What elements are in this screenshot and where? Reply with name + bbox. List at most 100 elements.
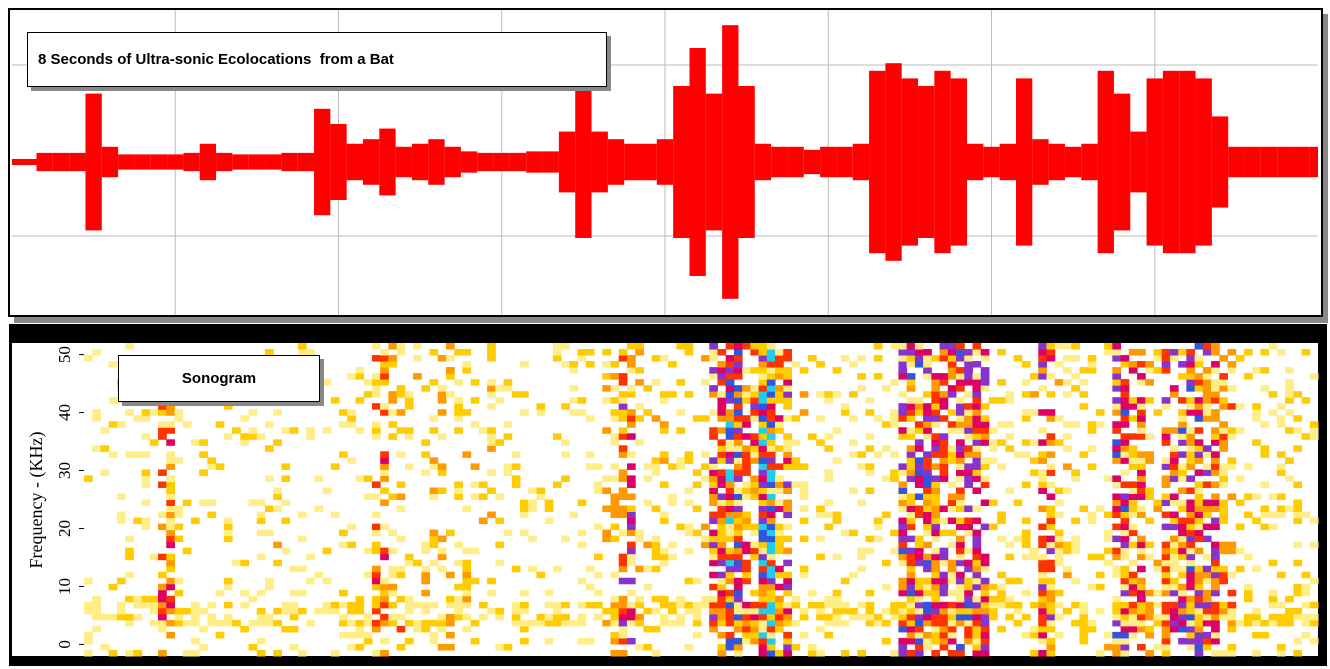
- sonogram-cell: [1252, 631, 1261, 639]
- sonogram-cell: [923, 619, 932, 627]
- sonogram-cell: [635, 415, 644, 422]
- sonogram-cell: [914, 355, 924, 362]
- sonogram-cell: [972, 391, 982, 398]
- sonogram-cell: [158, 553, 167, 561]
- sonogram-cell: [733, 595, 743, 603]
- sonogram-cell: [495, 613, 505, 621]
- sonogram-cell: [1293, 559, 1303, 567]
- sonogram-cell: [725, 511, 735, 519]
- sonogram-cell: [1186, 559, 1196, 567]
- sonogram-cell: [1169, 589, 1179, 597]
- sonogram-cell: [972, 625, 982, 633]
- sonogram-cell: [725, 409, 735, 416]
- sonogram-cell: [997, 397, 1006, 404]
- sonogram-cell: [923, 541, 932, 549]
- sonogram-cell: [404, 403, 414, 410]
- sonogram-cell: [84, 601, 93, 609]
- sonogram-cell: [668, 391, 677, 398]
- sonogram-cell: [750, 625, 760, 633]
- sonogram-cell: [668, 601, 677, 609]
- sonogram-cell: [487, 391, 496, 398]
- sonogram-cell: [1137, 427, 1146, 434]
- sonogram-cell: [330, 463, 340, 470]
- sonogram-cell: [1137, 589, 1146, 597]
- sonogram-cell: [1161, 361, 1171, 368]
- sonogram-cell: [1112, 439, 1122, 446]
- sonogram-cell: [1054, 499, 1064, 507]
- sonogram-cell: [758, 583, 768, 591]
- sonogram-cell: [1178, 397, 1187, 404]
- sonogram-cell: [363, 391, 373, 398]
- sonogram-cell: [1194, 361, 1204, 368]
- waveform-segment: [52, 152, 70, 172]
- sonogram-cell: [1186, 565, 1196, 573]
- sonogram-cell: [709, 469, 718, 476]
- sonogram-cell: [684, 343, 694, 350]
- sonogram-cell: [742, 343, 751, 350]
- sonogram-cell: [371, 433, 381, 440]
- sonogram-cell: [651, 463, 661, 470]
- sonogram-cell: [766, 577, 776, 585]
- sonogram-cell: [1005, 541, 1015, 549]
- sonogram-cell: [824, 601, 834, 609]
- sonogram-cell: [1112, 505, 1122, 513]
- sonogram-cell: [1038, 355, 1048, 362]
- sonogram-cell: [939, 373, 949, 380]
- sonogram-cell: [725, 613, 735, 621]
- waveform-title: 8 Seconds of Ultra-sonic Ecolocations fr…: [27, 32, 607, 87]
- sonogram-cell: [725, 415, 735, 422]
- sonogram-cell: [297, 343, 307, 350]
- sonogram-cell: [190, 619, 200, 627]
- sonogram-cell: [380, 355, 389, 362]
- sonogram-cell: [626, 409, 636, 416]
- sonogram-cell: [1186, 475, 1196, 482]
- sonogram-cell: [832, 619, 842, 627]
- sonogram-cell: [783, 403, 792, 410]
- sonogram-cell: [1194, 571, 1204, 579]
- sonogram-cell: [1071, 577, 1080, 585]
- sonogram-cell: [931, 415, 941, 422]
- waveform-segment: [1048, 143, 1065, 181]
- sonogram-cell: [733, 493, 743, 500]
- sonogram-cell: [956, 463, 965, 470]
- sonogram-cell: [1186, 403, 1196, 410]
- sonogram-cell: [832, 517, 842, 525]
- sonogram-cell: [380, 499, 389, 507]
- sonogram-cell: [256, 499, 266, 507]
- sonogram-cell: [939, 619, 949, 627]
- sonogram-cell: [709, 535, 718, 543]
- sonogram-cell: [1194, 607, 1204, 615]
- sonogram-cell: [733, 577, 743, 585]
- sonogram-cell: [1178, 601, 1187, 609]
- sonogram-cell: [1104, 559, 1113, 567]
- sonogram-cell: [1137, 433, 1146, 440]
- sonogram-cell: [956, 355, 965, 362]
- sonogram-cell: [1128, 529, 1138, 537]
- sonogram-cell: [791, 457, 801, 464]
- sonogram-cell: [108, 613, 118, 621]
- sonogram-cell: [536, 619, 546, 627]
- sonogram-cell: [1071, 343, 1080, 350]
- sonogram-cell: [709, 475, 718, 482]
- sonogram-cell: [1087, 583, 1097, 591]
- sonogram-cell: [1161, 511, 1171, 519]
- sonogram-cell: [141, 451, 151, 458]
- sonogram-cell: [1062, 421, 1072, 428]
- sonogram-cell: [651, 355, 661, 362]
- sonogram-cell: [1137, 457, 1146, 464]
- sonogram-cell: [1120, 451, 1130, 458]
- sonogram-cell: [931, 631, 941, 639]
- sonogram-cell: [1178, 553, 1187, 561]
- sonogram-cell: [676, 457, 686, 464]
- sonogram-cell: [1120, 517, 1130, 525]
- sonogram-cell: [684, 451, 694, 458]
- sonogram-cell: [1202, 469, 1212, 476]
- sonogram-cell: [1128, 589, 1138, 597]
- sonogram-cell: [166, 451, 175, 458]
- sonogram-cell: [1169, 541, 1179, 549]
- sonogram-cell: [865, 547, 875, 555]
- sonogram-cell: [651, 469, 661, 476]
- sonogram-cell: [1137, 409, 1146, 416]
- sonogram-cell: [725, 535, 735, 543]
